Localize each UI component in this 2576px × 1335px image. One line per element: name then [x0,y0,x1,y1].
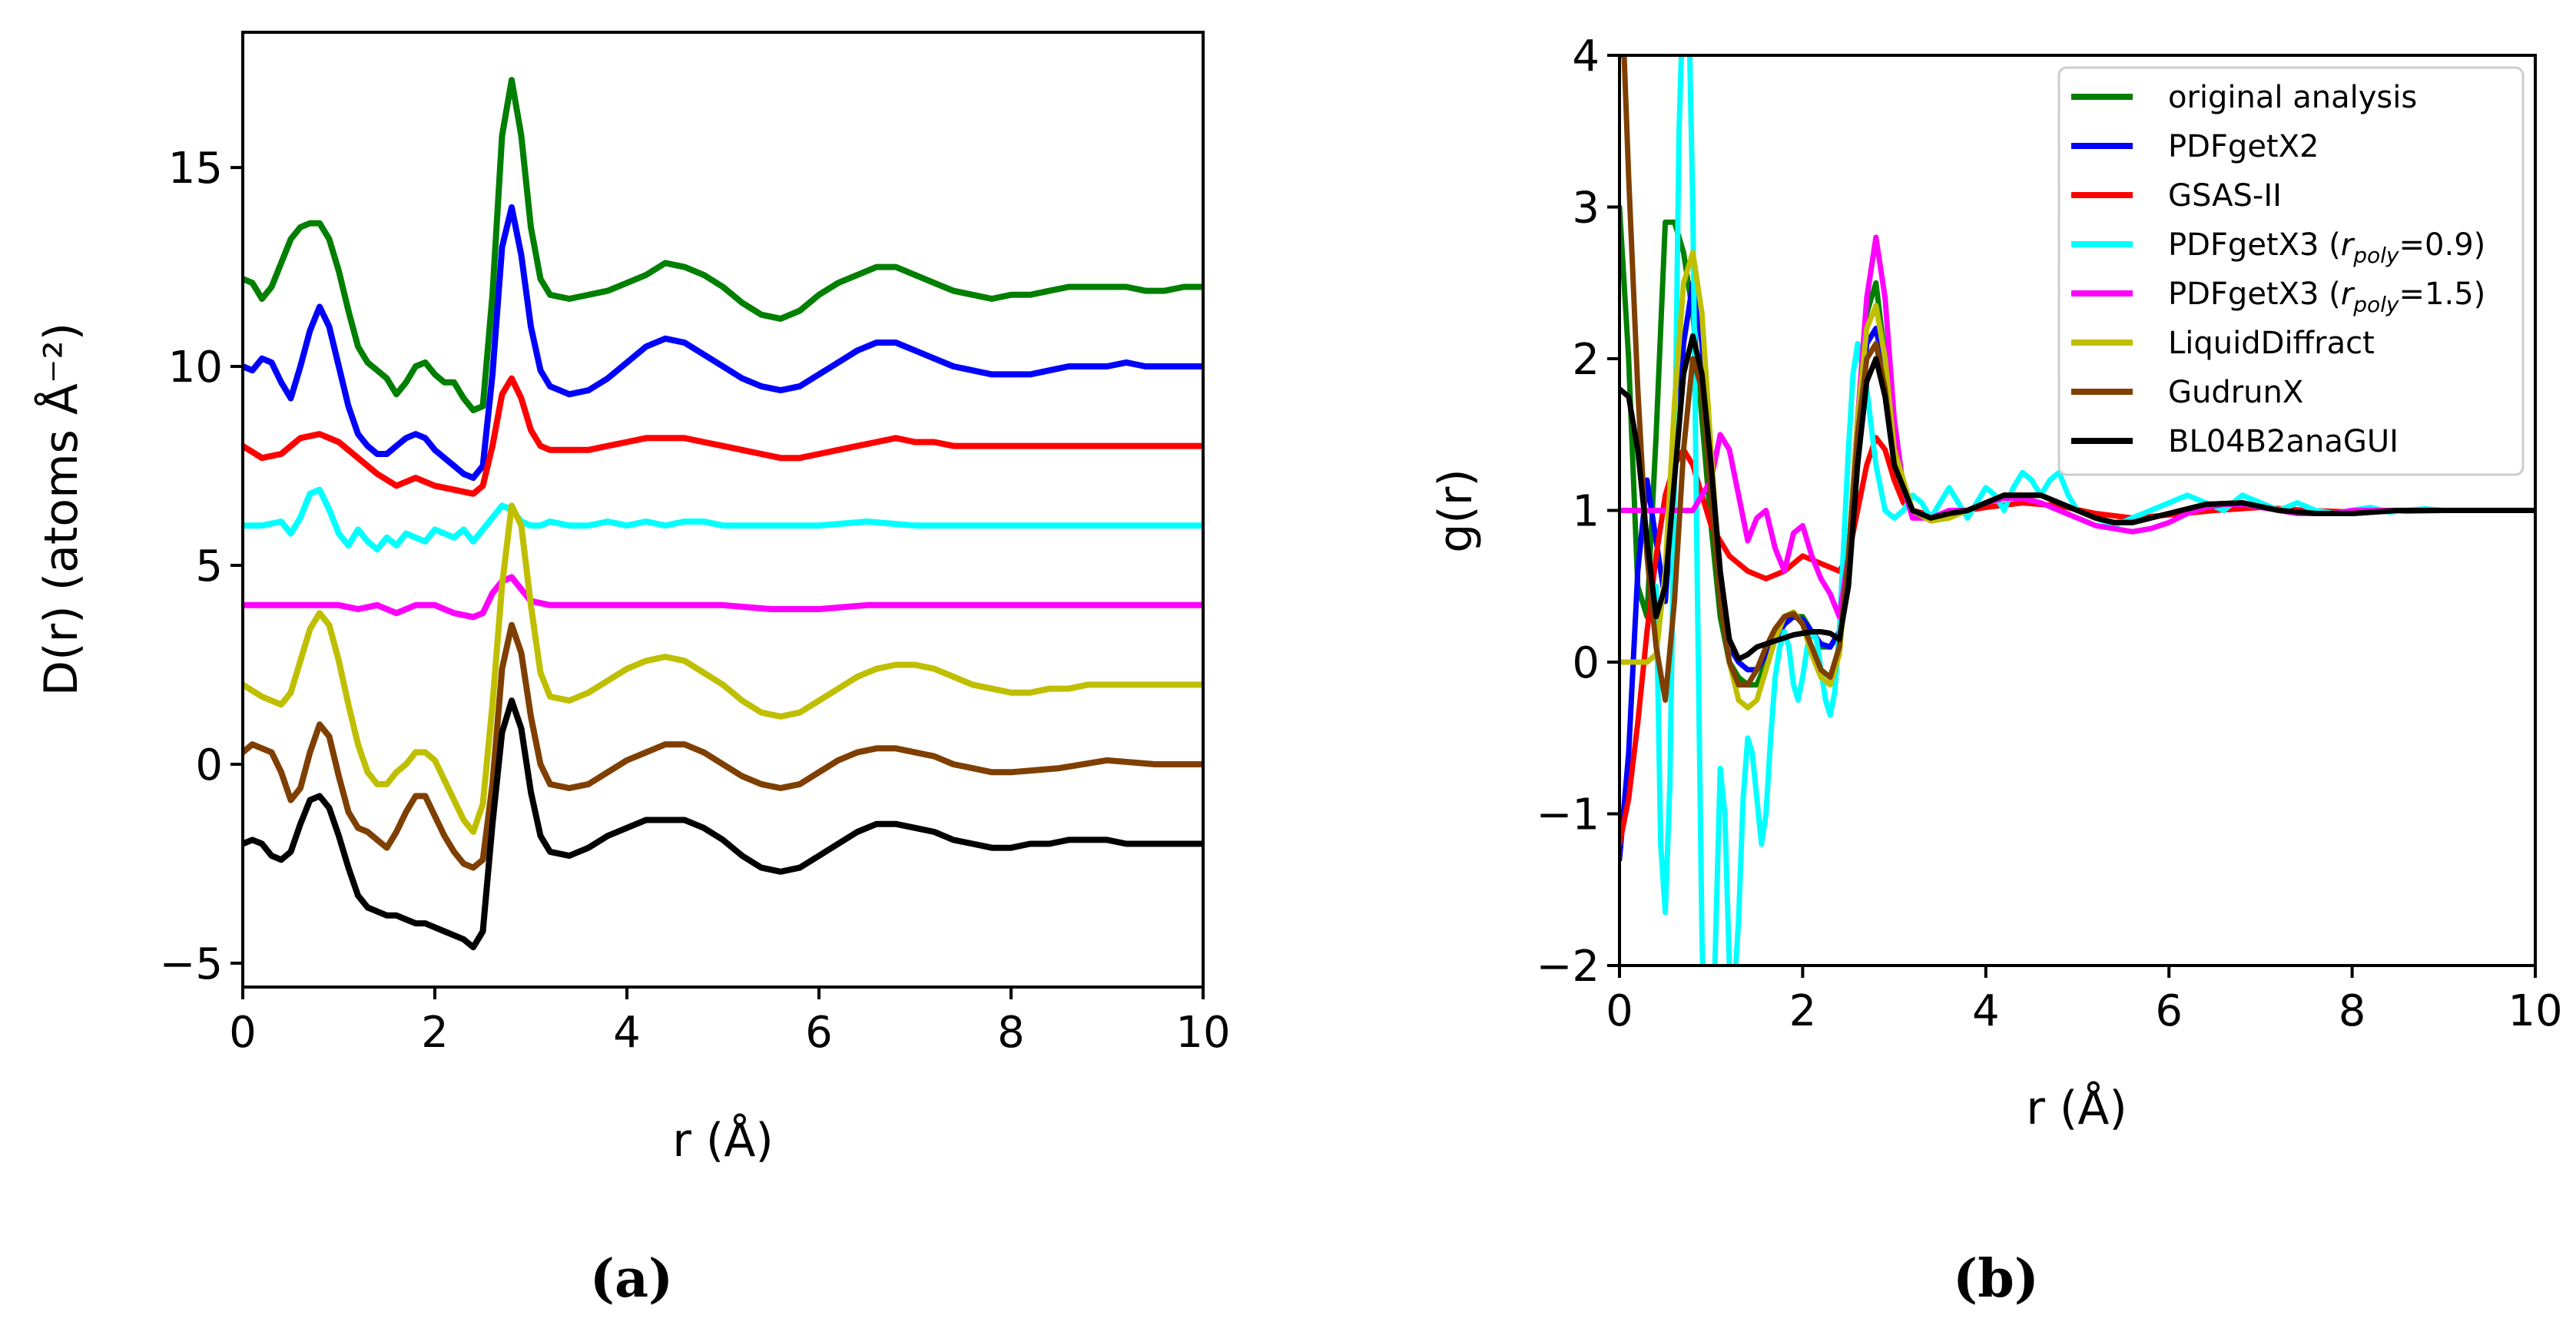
panel-b-y-tick-label: 2 [1572,335,1600,385]
panel-b-y-tick-label: 1 [1572,487,1600,537]
panel-b-y-tick-label: 4 [1572,31,1600,81]
panel-a-series-gsas-ii [243,375,1203,497]
panel-a-frame [241,31,1205,989]
panel-a-series-gudrunx [243,621,1203,871]
panel-a-y-tick-label: 0 [195,740,223,790]
legend-label-gsas-ii: GSAS-II [2168,178,2282,214]
panel-b-x-tick-label: 2 [1789,986,1817,1036]
legend-label-liquiddiffract: LiquidDiffract [2168,326,2375,361]
legend-label-pdfgetx2: PDFgetX2 [2168,129,2319,164]
legend-box [2057,66,2525,476]
legend-label-original-analysis: original analysis [2168,80,2417,115]
panel-a-x-tick-label: 6 [805,1008,833,1058]
legend-label-gudrunx: GudrunX [2168,375,2303,410]
legend-label-pdfgetx3-r-poly-0-9: PDFgetX3 (rpoly=0.9) [2168,227,2485,268]
panel-b-y-tick-label: −2 [1536,942,1600,992]
panel-a-x-axis: 0 2 4 6 8 10 [229,987,1231,1058]
panel-b-y-axis-label: g(r) [1429,469,1483,553]
legend-items: original analysis PDFgetX2 GSAS-II PDFgetX3… [2071,80,2485,459]
panel-a-y-tick-label: 15 [168,144,223,194]
panel-a-x-tick-label: 10 [1175,1008,1230,1058]
panel-b-series-bl04b2anagui [1620,333,2535,662]
panel-a-caption: (a) [590,1248,673,1310]
panel-a-y-tick-label: −5 [159,939,223,989]
legend-label-bl04b2anagui: BL04B2anaGUI [2168,424,2399,459]
panel-b-x-tick-label: 6 [2155,986,2183,1036]
panel-a-series-pdfgetx2 [243,204,1203,482]
legend: original analysis PDFgetX2 GSAS-II PDFgetX3… [2057,66,2525,476]
panel-b-x-axis: 0 2 4 6 8 10 [1606,966,2563,1036]
panel-a-x-tick-label: 4 [613,1008,641,1058]
panel-b-y-tick-label: 3 [1572,184,1600,234]
panel-b-x-tick-label: 10 [2508,986,2562,1036]
panel-a-plot-area [243,77,1203,951]
panel-b-x-tick-label: 0 [1606,986,1633,1036]
panel-a-series-pdfgetx3-r-poly-1-5 [243,574,1203,621]
panel-b-y-tick-label: 0 [1572,638,1600,688]
panel-a-y-tick-label: 5 [195,542,223,591]
panel-a-series-pdfgetx3-r-poly-0-9 [243,486,1203,553]
panel-a-y-tick-label: 10 [168,343,223,393]
panel-b-x-tick-label: 4 [1972,986,2000,1036]
panel-b-x-axis-label: r (Å) [2026,1081,2127,1135]
panel-a-y-axis-label: D(r) (atoms Å⁻²) [34,323,88,696]
panel-b-y-axis: −2 −1 0 1 2 3 4 [1536,31,1620,992]
panel-b-x-tick-label: 8 [2339,986,2366,1036]
panel-b-y-tick-label: −1 [1536,790,1600,840]
panel-b-plot-area [1620,55,2535,966]
panel-a-series-bl04b2anagui [243,697,1203,951]
panel-a-x-tick-label: 2 [421,1008,449,1058]
legend-label-pdfgetx3-r-poly-1-5: PDFgetX3 (rpoly=1.5) [2168,277,2485,317]
panel-a-series-original-analysis [243,77,1203,413]
panel-a-x-tick-label: 8 [997,1008,1025,1058]
panel-a-x-tick-label: 0 [229,1008,257,1058]
panel-a-x-axis-label: r (Å) [672,1113,774,1168]
panel-a-y-axis: −5 0 5 10 15 [159,144,243,989]
panel-b-series-pdfgetx3-r-poly-0-9 [1653,55,2535,966]
panel-a-series-liquiddiffract [243,502,1203,835]
panel-b: 0 2 4 6 8 10 −2 −1 0 1 2 3 4 r (Å) g(r) (b) origina… [1429,31,2563,1310]
panel-b-caption: (b) [1953,1248,2039,1310]
